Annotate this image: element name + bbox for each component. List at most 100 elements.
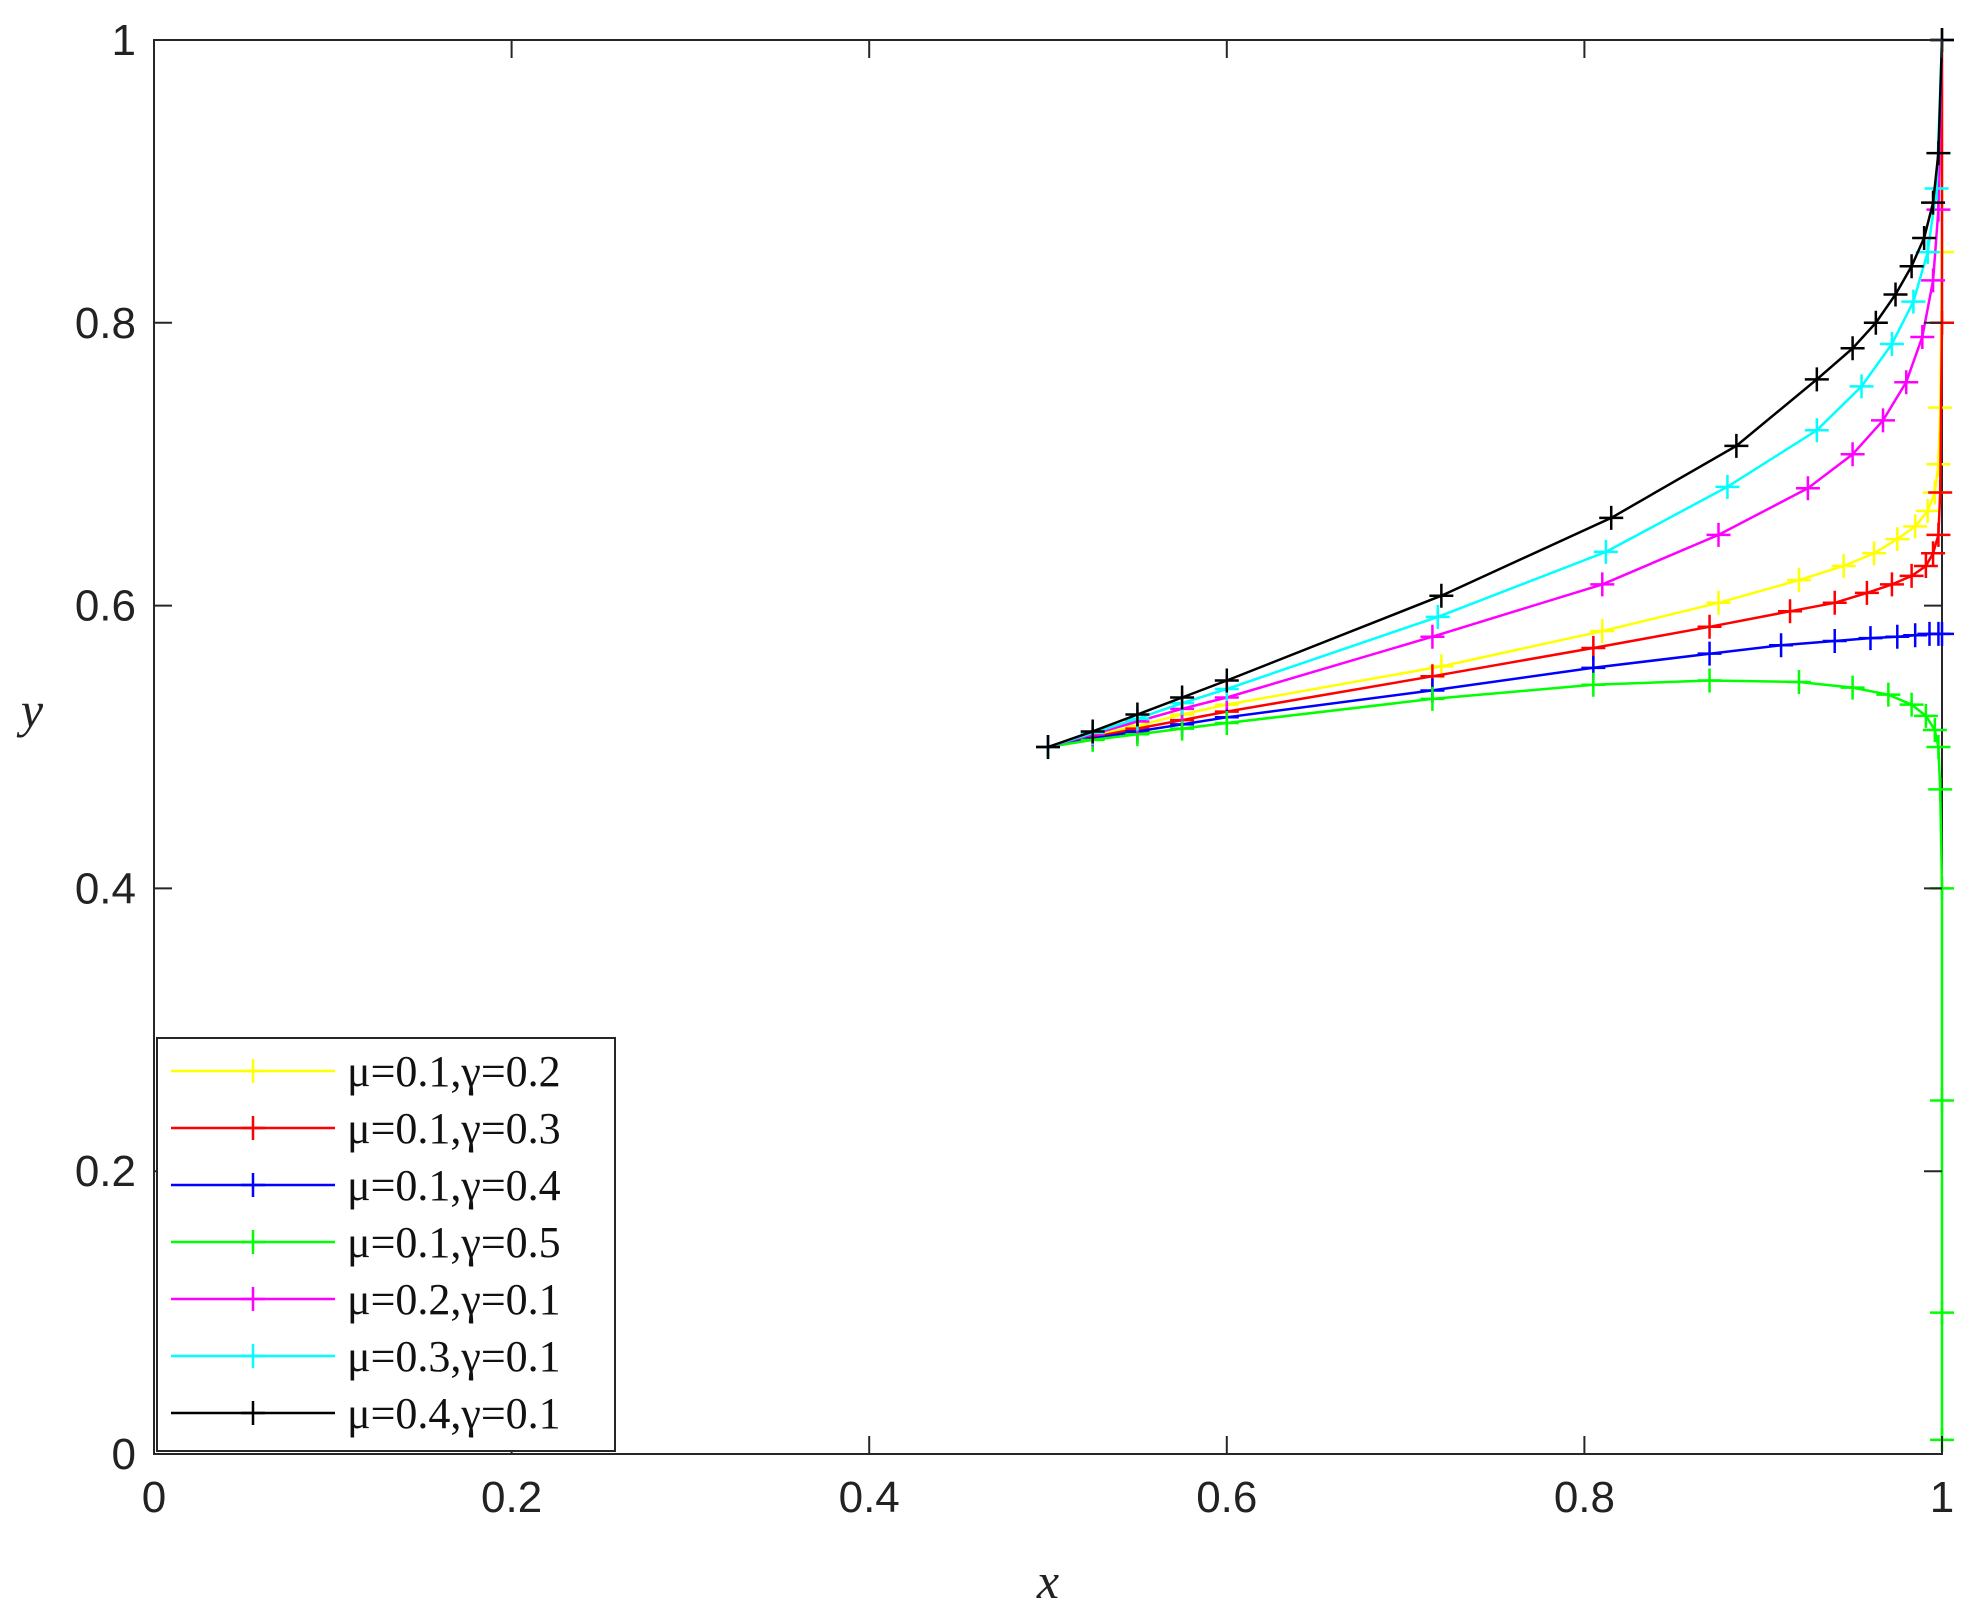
data-point <box>1080 719 1105 744</box>
x-tick-label: 1 <box>1930 1473 1954 1522</box>
data-point <box>1849 374 1874 399</box>
legend-swatch-marker <box>241 1173 265 1197</box>
legend-label: μ=0.3,γ=0.1 <box>347 1332 561 1381</box>
legend-label: μ=0.1,γ=0.2 <box>347 1047 561 1096</box>
legend-label: μ=0.2,γ=0.1 <box>347 1275 561 1324</box>
x-tick-label: 0.4 <box>839 1473 900 1522</box>
data-point <box>1926 452 1951 477</box>
legend-item: μ=0.1,γ=0.3 <box>171 1104 561 1153</box>
data-point <box>1921 268 1946 293</box>
legend-item: μ=0.1,γ=0.5 <box>171 1218 561 1267</box>
data-point <box>1915 240 1940 265</box>
data-point <box>1930 621 1954 646</box>
data-point <box>1930 1300 1954 1325</box>
data-point <box>1879 572 1904 597</box>
data-point <box>1125 702 1150 727</box>
legend-item: μ=0.1,γ=0.2 <box>171 1047 561 1096</box>
data-point <box>1913 554 1938 579</box>
data-point <box>1885 624 1910 649</box>
data-point <box>1420 624 1445 649</box>
data-point <box>1724 433 1749 458</box>
y-tick-label: 0.8 <box>75 299 136 348</box>
x-tick-label: 0.2 <box>481 1473 542 1522</box>
data-point <box>1425 604 1450 629</box>
data-point <box>1840 442 1865 467</box>
data-point <box>1903 623 1928 648</box>
data-point <box>1599 505 1624 530</box>
data-point <box>1926 141 1951 166</box>
data-point <box>1697 668 1722 693</box>
data-point <box>1854 580 1879 605</box>
data-point <box>1903 514 1928 539</box>
data-point <box>1840 336 1865 361</box>
legend-swatch-marker <box>241 1344 265 1368</box>
data-point <box>1786 669 1811 694</box>
data-point <box>1899 692 1924 717</box>
data-point <box>1926 522 1951 547</box>
y-tick-label: 0.4 <box>75 864 136 913</box>
legend-swatch-marker <box>241 1401 265 1425</box>
legend-label: μ=0.4,γ=0.1 <box>347 1389 561 1438</box>
data-point <box>1885 527 1910 552</box>
data-point <box>1581 672 1606 697</box>
data-point <box>1822 628 1847 653</box>
data-point <box>1901 289 1926 314</box>
data-point <box>1778 599 1803 624</box>
data-point <box>1922 718 1947 743</box>
legend-swatch-marker <box>241 1230 265 1254</box>
legend-swatch-marker <box>241 1059 265 1083</box>
legend-label: μ=0.1,γ=0.3 <box>347 1104 561 1153</box>
x-tick-label: 0.6 <box>1196 1473 1257 1522</box>
legend-item: μ=0.3,γ=0.1 <box>171 1332 561 1381</box>
data-point <box>1795 476 1820 501</box>
data-point <box>1170 685 1195 710</box>
data-point <box>1804 367 1829 392</box>
data-point <box>1863 310 1888 335</box>
x-tick-label: 0 <box>142 1473 166 1522</box>
data-point <box>1926 735 1951 759</box>
data-point <box>1697 614 1722 639</box>
data-point <box>1894 370 1919 395</box>
series-line <box>1047 39 1944 749</box>
data-point <box>1593 539 1618 564</box>
data-point <box>1862 541 1887 566</box>
data-point <box>1822 590 1847 615</box>
x-tick-label: 0.8 <box>1554 1473 1615 1522</box>
data-point <box>1899 254 1924 279</box>
y-axis-title: y <box>16 682 44 738</box>
y-tick-label: 1 <box>112 16 136 65</box>
data-point <box>1420 686 1445 711</box>
y-tick-label: 0.6 <box>75 582 136 631</box>
x-axis-title: x <box>1036 1553 1059 1609</box>
y-tick-label: 0 <box>112 1430 136 1479</box>
series-layer <box>1036 28 1954 1452</box>
data-point <box>1786 568 1811 593</box>
data-point <box>1804 418 1829 443</box>
legend-label: μ=0.1,γ=0.4 <box>347 1161 561 1210</box>
data-point <box>1429 583 1454 608</box>
data-point <box>1928 480 1953 505</box>
data-point <box>1036 735 1060 759</box>
data-point <box>1915 498 1940 523</box>
legend: μ=0.1,γ=0.2 μ=0.1,γ=0.3 μ=0.1,γ=0.4 μ=0.1,γ… <box>156 1037 616 1452</box>
data-point <box>1831 554 1856 579</box>
y-tick-label: 0.2 <box>75 1147 136 1196</box>
data-point <box>1706 522 1731 547</box>
legend-swatch-marker <box>241 1287 265 1311</box>
axes-layer: 0 0.2 0.4 0.6 0.8 1 0 0.2 0.4 0.6 0.8 1 x y <box>16 16 1954 1609</box>
data-point <box>1214 668 1239 693</box>
legend-box <box>156 1037 616 1452</box>
data-point <box>1921 541 1946 566</box>
data-point <box>1214 710 1239 735</box>
legend-item: μ=0.2,γ=0.1 <box>171 1275 561 1324</box>
data-point <box>1590 619 1615 644</box>
data-point <box>1879 332 1904 357</box>
data-point <box>1899 563 1924 588</box>
data-point <box>1715 474 1740 499</box>
data-point <box>1883 282 1908 307</box>
data-point <box>1913 703 1938 728</box>
data-point <box>1912 225 1937 250</box>
data-point <box>1858 626 1883 651</box>
legend-item: μ=0.1,γ=0.4 <box>171 1161 561 1210</box>
